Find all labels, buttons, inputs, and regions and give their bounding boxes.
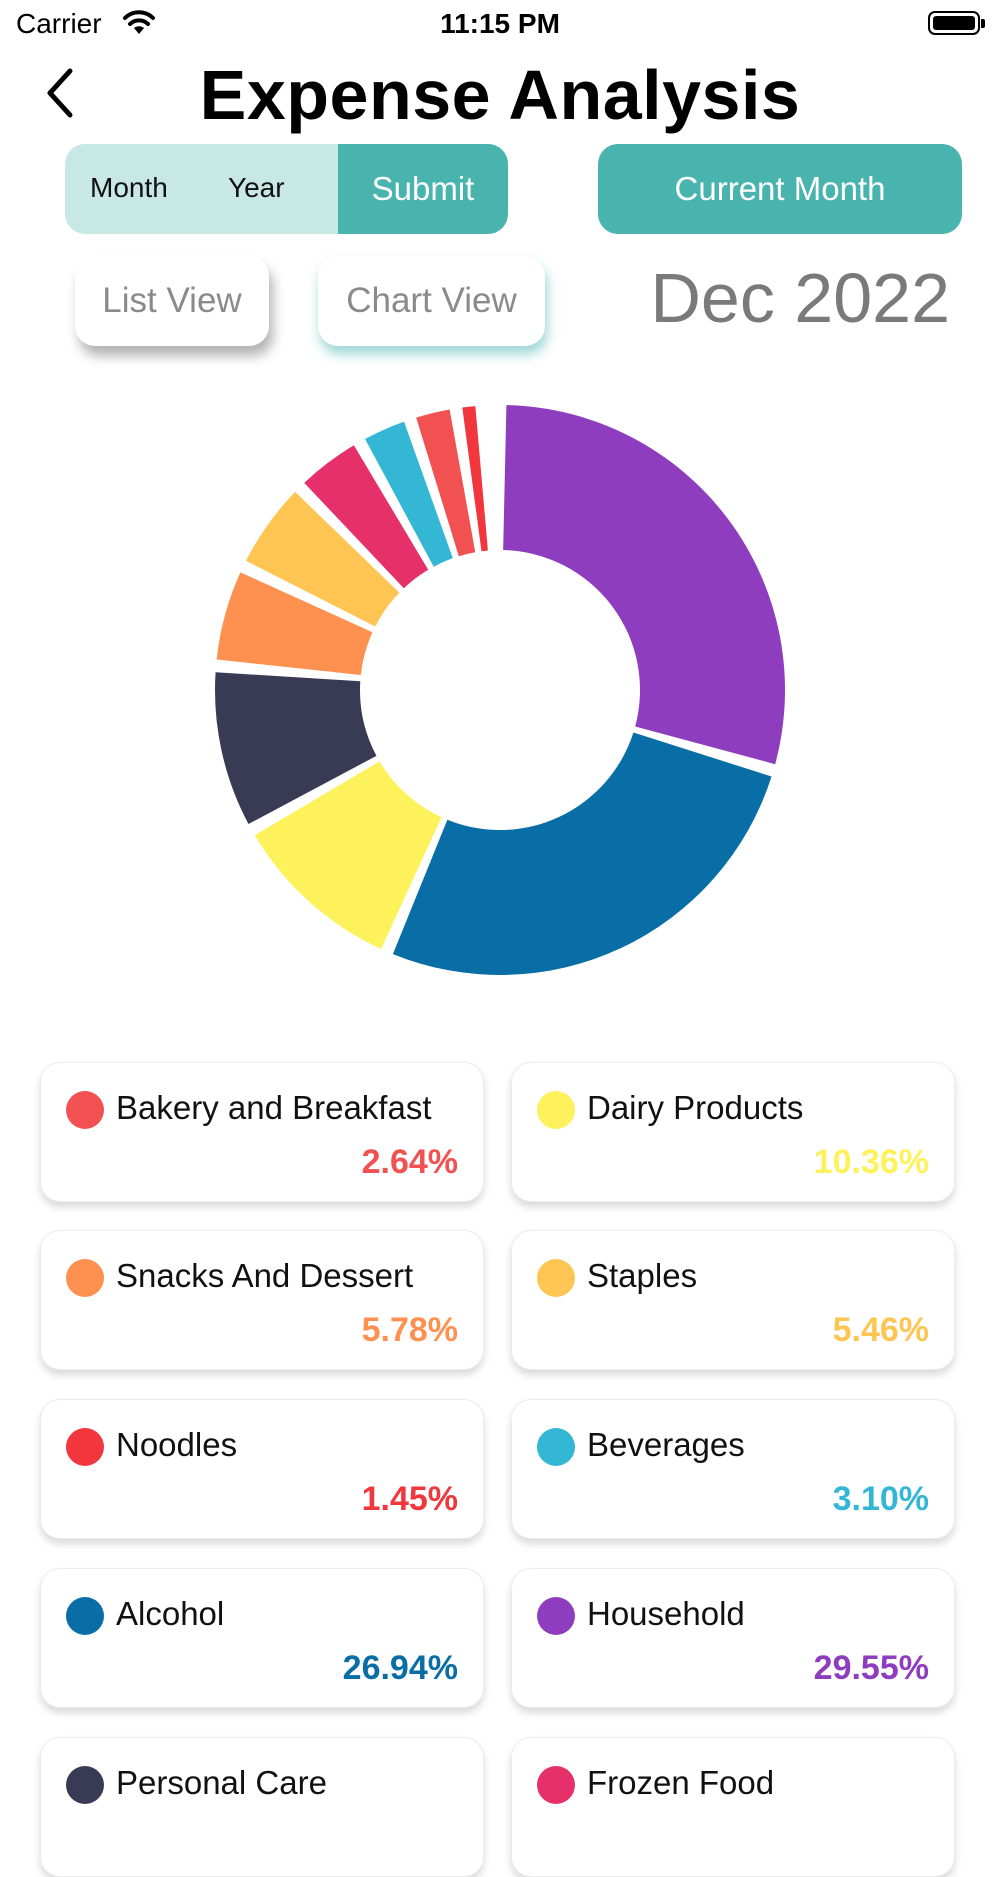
legend-percent: 3.10%	[832, 1480, 929, 1518]
donut-slice-household[interactable]	[503, 405, 786, 765]
legend-card-household[interactable]: Household 29.55%	[511, 1568, 955, 1708]
legend-name: Dairy Products	[587, 1089, 804, 1126]
legend-name: Household	[587, 1595, 745, 1632]
donut-slice-bakery-and-breakfast[interactable]	[416, 409, 476, 557]
legend-name: Bakery and Breakfast	[116, 1089, 432, 1126]
segment-year[interactable]: Year	[228, 172, 285, 203]
legend-name: Personal Care	[116, 1764, 327, 1801]
legend-card-noodles[interactable]: Noodles 1.45%	[40, 1399, 484, 1539]
donut-slice-alcohol[interactable]	[392, 732, 772, 975]
legend-percent: 5.46%	[832, 1311, 929, 1349]
legend-percent: 10.36%	[813, 1143, 929, 1181]
period-segmented-control: Month Year Submit	[65, 144, 508, 234]
legend-name: Alcohol	[116, 1595, 225, 1632]
list-view-button[interactable]: List View	[75, 256, 269, 346]
legend-dot	[66, 1428, 104, 1466]
current-month-button[interactable]: Current Month	[598, 144, 962, 234]
legend-dot	[537, 1597, 575, 1635]
carrier-label: Carrier	[16, 8, 102, 39]
legend-percent: 26.94%	[342, 1649, 458, 1687]
segment-month[interactable]: Month	[90, 172, 168, 203]
page-title: Expense Analysis	[199, 56, 801, 134]
legend-name: Staples	[587, 1257, 698, 1294]
donut-slice-staples[interactable]	[245, 491, 400, 627]
legend-dot	[66, 1766, 104, 1804]
legend-dot	[66, 1597, 104, 1635]
clock: 11:15 PM	[440, 8, 560, 39]
legend-name: Snacks And Dessert	[116, 1257, 414, 1294]
expense-donut-chart	[215, 405, 786, 975]
donut-slice-noodles[interactable]	[462, 406, 488, 552]
legend-percent: 5.78%	[361, 1311, 458, 1349]
legend-percent: 2.64%	[361, 1143, 458, 1181]
wifi-icon	[122, 10, 156, 41]
donut-slice-snacks-and-dessert[interactable]	[216, 572, 373, 676]
legend-name: Frozen Food	[587, 1764, 775, 1801]
legend-card-beverages[interactable]: Beverages 3.10%	[511, 1399, 955, 1539]
status-bar: Carrier 11:15 PM	[0, 0, 1000, 50]
chevron-left-icon	[47, 68, 73, 118]
donut-slice-other[interactable]	[488, 405, 497, 551]
legend-dot	[537, 1259, 575, 1297]
legend-card-alcohol[interactable]: Alcohol 26.94%	[40, 1568, 484, 1708]
legend-dot	[537, 1766, 575, 1804]
donut-slice-personal-care[interactable]	[215, 672, 377, 825]
legend-dot	[537, 1428, 575, 1466]
legend-card-frozen-food[interactable]: Frozen Food	[511, 1737, 955, 1877]
legend-name: Beverages	[587, 1426, 745, 1463]
legend-card-staples[interactable]: Staples 5.46%	[511, 1230, 955, 1370]
submit-button[interactable]: Submit	[338, 144, 508, 234]
legend-name: Noodles	[116, 1426, 238, 1463]
back-button[interactable]	[40, 65, 90, 125]
donut-slice-beverages[interactable]	[365, 421, 453, 567]
legend-dot	[66, 1259, 104, 1297]
legend-percent: 1.45%	[361, 1480, 458, 1518]
donut-slice-dairy-products[interactable]	[254, 761, 442, 950]
legend-dot	[537, 1091, 575, 1129]
legend-card-personal-care[interactable]: Personal Care	[40, 1737, 484, 1877]
chart-view-button[interactable]: Chart View	[318, 256, 545, 346]
battery-icon	[928, 11, 985, 35]
donut-slice-frozen-food[interactable]	[304, 445, 429, 589]
legend-card-dairy-products[interactable]: Dairy Products 10.36%	[511, 1062, 955, 1202]
legend-card-bakery-and-breakfast[interactable]: Bakery and Breakfast 2.64%	[40, 1062, 484, 1202]
legend-percent: 29.55%	[813, 1649, 929, 1687]
legend-dot	[66, 1091, 104, 1129]
legend-card-snacks-and-dessert[interactable]: Snacks And Dessert 5.78%	[40, 1230, 484, 1370]
period-label: Dec 2022	[650, 259, 950, 337]
